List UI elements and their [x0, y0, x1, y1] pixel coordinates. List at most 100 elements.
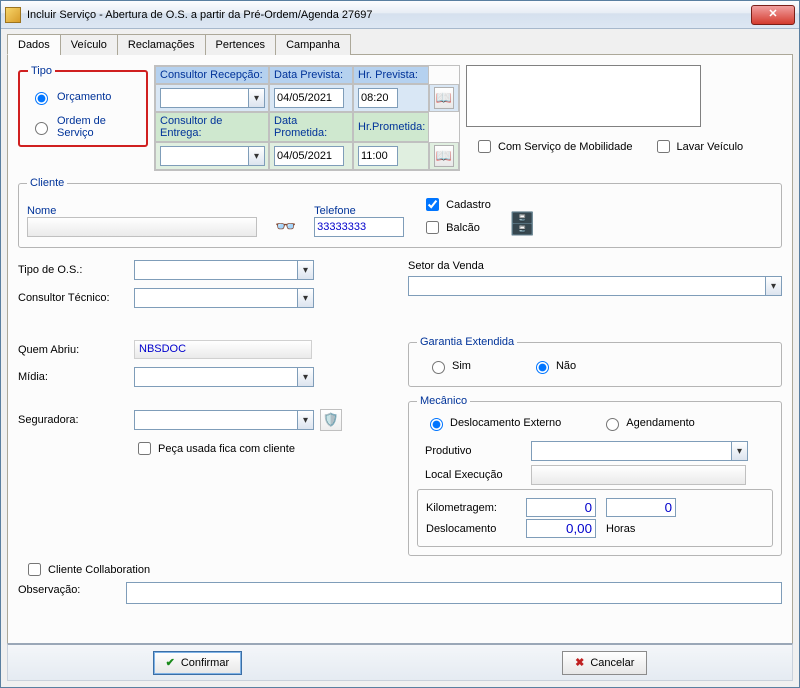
telefone-input[interactable] — [314, 217, 404, 237]
produtivo-label: Produtivo — [425, 445, 525, 457]
desloc-label: Deslocamento — [426, 523, 516, 535]
entrega-consultor-select[interactable] — [160, 146, 265, 166]
shield-icon: 🛡️ — [323, 412, 339, 428]
recep-consultor-input[interactable] — [160, 88, 248, 108]
chk-collab-label: Cliente Collaboration — [48, 564, 150, 576]
seguradora-select[interactable] — [134, 410, 314, 430]
dropdown-icon[interactable] — [297, 288, 314, 308]
chk-balcao-wrap[interactable]: Balcão — [422, 218, 491, 237]
garantia-group: Garantia Extendida Sim Não — [408, 336, 782, 387]
chk-mobilidade[interactable] — [478, 140, 491, 153]
right-column: Setor da Venda Garantia Extendida Sim Nã… — [408, 260, 782, 564]
check-icon: ✔ — [166, 656, 175, 669]
tab-pertences[interactable]: Pertences — [205, 34, 277, 55]
chk-mobilidade-wrap[interactable]: Com Serviço de Mobilidade — [474, 137, 633, 156]
schedule-grid: Consultor Recepção: Data Prevista: Hr. P… — [154, 65, 460, 171]
chk-balcao[interactable] — [426, 221, 439, 234]
recep-hr-input[interactable] — [358, 88, 398, 108]
hdr-recep-consultor: Consultor Recepção: — [155, 66, 269, 84]
tab-campanha[interactable]: Campanha — [275, 34, 351, 55]
app-icon — [5, 7, 21, 23]
midia-label: Mídia: — [18, 371, 128, 383]
chk-collab[interactable] — [28, 563, 41, 576]
chk-lavar[interactable] — [657, 140, 670, 153]
consultor-tec-select[interactable] — [134, 288, 314, 308]
chk-collab-wrap[interactable]: Cliente Collaboration — [24, 560, 150, 579]
chk-mobilidade-label: Com Serviço de Mobilidade — [498, 141, 633, 153]
km-input-1[interactable] — [526, 498, 596, 517]
chk-lavar-wrap[interactable]: Lavar Veículo — [653, 137, 744, 156]
recep-agenda-button[interactable]: 📖 — [434, 87, 454, 109]
chk-cadastro-wrap[interactable]: Cadastro — [422, 195, 491, 214]
dropdown-icon[interactable] — [248, 88, 265, 108]
recep-consultor-select[interactable] — [160, 88, 265, 108]
dropdown-icon[interactable] — [731, 441, 748, 461]
dropdown-icon[interactable] — [297, 410, 314, 430]
seguradora-label: Seguradora: — [18, 414, 128, 426]
radio-gar-sim-wrap[interactable]: Sim — [427, 358, 471, 374]
hdr-entrega-consultor: Consultor de Entrega: — [155, 112, 269, 142]
setor-select[interactable] — [408, 276, 782, 296]
radio-desloc-ext[interactable] — [430, 418, 443, 431]
mecanico-group: Mecânico Deslocamento Externo Agendament… — [408, 395, 782, 556]
tipo-legend: Tipo — [28, 65, 55, 77]
mecanico-legend: Mecânico — [417, 395, 470, 407]
cliente-group: Cliente Nome 👓 Telefone Cadastro Balcão … — [18, 177, 782, 248]
dropdown-icon[interactable] — [297, 367, 314, 387]
dropdown-icon[interactable] — [765, 276, 782, 296]
radio-gar-nao-wrap[interactable]: Não — [531, 358, 576, 374]
dropdown-icon[interactable] — [297, 260, 314, 280]
local-input[interactable] — [531, 465, 746, 485]
window-title: Incluir Serviço - Abertura de O.S. a par… — [27, 9, 751, 21]
observacao-input[interactable] — [126, 582, 782, 604]
close-button[interactable]: ✕ — [751, 5, 795, 25]
book-icon: 📖 — [436, 90, 452, 106]
chk-balcao-label: Balcão — [446, 222, 480, 234]
tipo-os-select[interactable] — [134, 260, 314, 280]
telefone-label: Telefone — [314, 205, 404, 217]
radio-agend-wrap[interactable]: Agendamento — [601, 415, 695, 431]
radio-gar-sim[interactable] — [432, 361, 445, 374]
desloc-input[interactable] — [526, 519, 596, 538]
recep-data-input[interactable] — [274, 88, 344, 108]
radio-orcamento[interactable] — [35, 92, 48, 105]
tipo-os-label: Tipo de O.S.: — [18, 264, 128, 276]
file-cabinet-icon[interactable]: 🗄️ — [509, 211, 536, 237]
garantia-legend: Garantia Extendida — [417, 336, 517, 348]
nome-field[interactable] — [27, 217, 257, 237]
km-box: Kilometragem: Deslocamento Horas — [417, 489, 773, 547]
confirm-button[interactable]: ✔Confirmar — [153, 651, 243, 675]
km-label: Kilometragem: — [426, 502, 516, 514]
midia-select[interactable] — [134, 367, 314, 387]
radio-agendamento[interactable] — [606, 418, 619, 431]
titlebar: Incluir Serviço - Abertura de O.S. a par… — [1, 1, 799, 29]
tab-reclamacoes[interactable]: Reclamações — [117, 34, 206, 55]
hdr-recep-hr: Hr. Prevista: — [353, 66, 429, 84]
km-input-2[interactable] — [606, 498, 676, 517]
observacao-label: Observação: — [18, 582, 118, 596]
radio-desloc-wrap[interactable]: Deslocamento Externo — [425, 415, 561, 431]
hdr-entrega-hr: Hr.Prometida: — [353, 112, 429, 142]
tabstrip: Dados Veículo Reclamações Pertences Camp… — [7, 33, 793, 55]
shield-button[interactable]: 🛡️ — [320, 409, 342, 431]
left-column: Tipo de O.S.: Consultor Técnico: Quem Ab… — [18, 260, 388, 564]
nome-label: Nome — [27, 205, 257, 217]
chk-peca-wrap[interactable]: Peça usada fica com cliente — [134, 439, 295, 458]
button-bar: ✔Confirmar ✖Cancelar — [7, 643, 793, 681]
entrega-agenda-button[interactable]: 📖 — [434, 145, 454, 167]
entrega-consultor-input[interactable] — [160, 146, 248, 166]
notes-textarea[interactable] — [466, 65, 701, 127]
chk-peca-usada[interactable] — [138, 442, 151, 455]
tab-dados[interactable]: Dados — [7, 34, 61, 55]
radio-gar-nao[interactable] — [536, 361, 549, 374]
window-frame: Incluir Serviço - Abertura de O.S. a par… — [0, 0, 800, 688]
entrega-data-input[interactable] — [274, 146, 344, 166]
dropdown-icon[interactable] — [248, 146, 265, 166]
search-icon[interactable]: 👓 — [275, 217, 296, 237]
tab-veiculo[interactable]: Veículo — [60, 34, 118, 55]
cancel-button[interactable]: ✖Cancelar — [562, 651, 647, 675]
produtivo-select[interactable] — [531, 441, 748, 461]
entrega-hr-input[interactable] — [358, 146, 398, 166]
radio-os[interactable] — [35, 122, 48, 135]
chk-cadastro[interactable] — [426, 198, 439, 211]
